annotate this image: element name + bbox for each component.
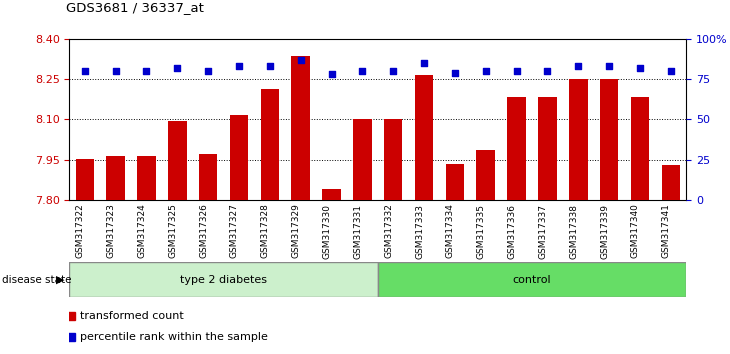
Text: type 2 diabetes: type 2 diabetes xyxy=(180,275,267,285)
Bar xyxy=(75,159,94,200)
Point xyxy=(480,68,491,74)
Bar xyxy=(199,154,218,200)
Text: GSM317339: GSM317339 xyxy=(600,204,609,258)
Text: GSM317326: GSM317326 xyxy=(199,204,208,258)
Text: GSM317325: GSM317325 xyxy=(169,204,177,258)
Text: GSM317322: GSM317322 xyxy=(76,204,85,258)
Text: GSM317337: GSM317337 xyxy=(539,204,548,258)
Bar xyxy=(538,97,557,200)
Point xyxy=(172,65,183,71)
Point xyxy=(356,68,368,74)
Bar xyxy=(137,156,155,200)
Text: GSM317334: GSM317334 xyxy=(446,204,455,258)
Text: GSM317341: GSM317341 xyxy=(662,204,671,258)
Point xyxy=(388,68,399,74)
Bar xyxy=(631,97,649,200)
Bar xyxy=(168,121,187,200)
Point xyxy=(202,68,214,74)
Bar xyxy=(353,120,372,200)
Text: percentile rank within the sample: percentile rank within the sample xyxy=(80,332,268,342)
Text: GSM317324: GSM317324 xyxy=(137,204,147,258)
Point xyxy=(110,68,121,74)
Point xyxy=(572,63,584,69)
Text: GSM317327: GSM317327 xyxy=(230,204,239,258)
Point xyxy=(511,68,523,74)
Text: GSM317331: GSM317331 xyxy=(353,204,362,258)
Bar xyxy=(600,79,618,200)
Text: GSM317328: GSM317328 xyxy=(261,204,270,258)
Bar xyxy=(415,75,434,200)
Bar xyxy=(445,164,464,200)
Point xyxy=(233,63,245,69)
Text: GSM317333: GSM317333 xyxy=(415,204,424,258)
Point xyxy=(418,60,430,66)
Bar xyxy=(230,115,248,200)
Bar xyxy=(569,79,588,200)
Bar xyxy=(507,97,526,200)
Bar xyxy=(107,156,125,200)
Text: GSM317329: GSM317329 xyxy=(292,204,301,258)
Text: control: control xyxy=(512,275,551,285)
Text: GDS3681 / 36337_at: GDS3681 / 36337_at xyxy=(66,1,204,14)
Bar xyxy=(322,189,341,200)
Text: GSM317330: GSM317330 xyxy=(323,204,331,258)
Point xyxy=(665,68,677,74)
Text: disease state: disease state xyxy=(2,275,72,285)
Text: transformed count: transformed count xyxy=(80,311,183,321)
Point xyxy=(449,70,461,76)
Text: GSM317323: GSM317323 xyxy=(107,204,115,258)
Text: ▶: ▶ xyxy=(56,275,65,285)
Text: GSM317335: GSM317335 xyxy=(477,204,485,258)
Bar xyxy=(291,56,310,200)
Point xyxy=(264,63,276,69)
Point xyxy=(141,68,153,74)
Point xyxy=(603,63,615,69)
Text: GSM317332: GSM317332 xyxy=(384,204,393,258)
Bar xyxy=(384,120,402,200)
Bar xyxy=(378,262,686,297)
Point xyxy=(542,68,553,74)
Text: GSM317336: GSM317336 xyxy=(507,204,517,258)
Text: GSM317338: GSM317338 xyxy=(569,204,578,258)
Point xyxy=(326,72,337,77)
Point xyxy=(634,65,646,71)
Point xyxy=(79,68,91,74)
Bar xyxy=(477,150,495,200)
Point xyxy=(295,57,307,63)
Bar xyxy=(261,88,279,200)
Bar xyxy=(661,165,680,200)
Bar xyxy=(69,262,378,297)
Text: GSM317340: GSM317340 xyxy=(631,204,640,258)
